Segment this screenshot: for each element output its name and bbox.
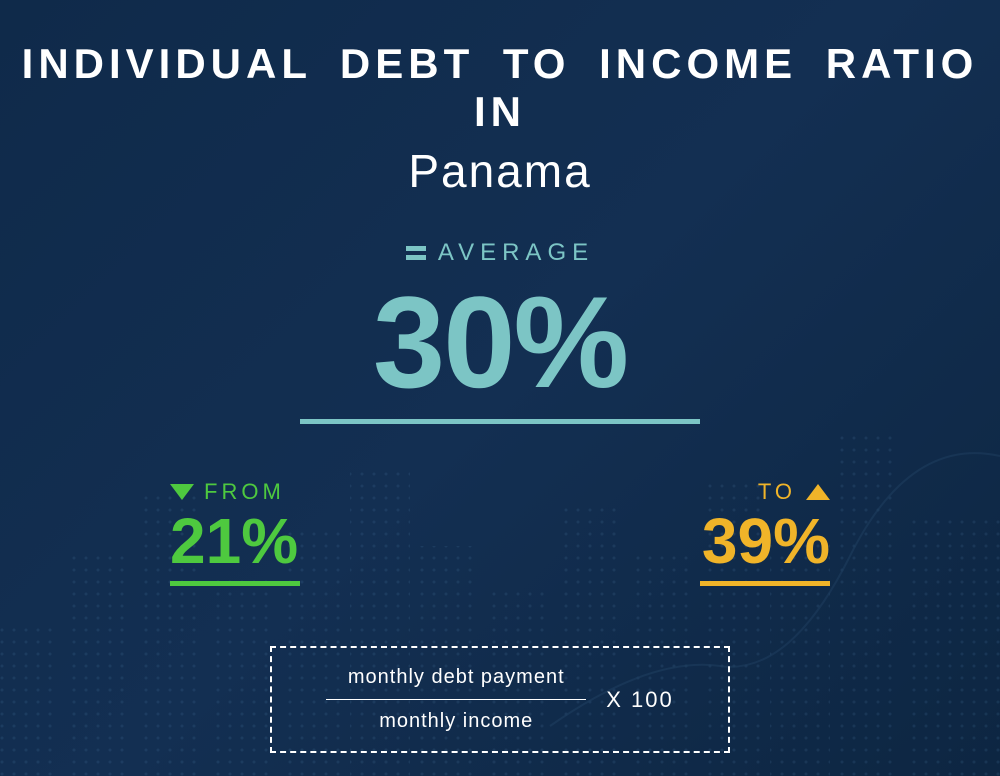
triangle-up-icon: [806, 484, 830, 500]
formula-multiplier: X 100: [606, 687, 674, 713]
from-value: 21%: [170, 509, 300, 573]
to-underline: [700, 581, 830, 586]
formula-divider: [326, 699, 586, 700]
from-block: FROM 21%: [170, 479, 300, 586]
equals-icon: [406, 246, 426, 260]
title-line-2: Panama: [0, 144, 1000, 198]
from-underline: [170, 581, 300, 586]
triangle-down-icon: [170, 484, 194, 500]
to-label: TO: [758, 479, 796, 505]
average-value: 30%: [0, 277, 1000, 407]
average-block: AVERAGE 30%: [0, 238, 1000, 424]
average-underline: [300, 419, 700, 424]
title-line-1: INDIVIDUAL DEBT TO INCOME RATIO IN: [0, 40, 1000, 136]
formula-denominator: monthly income: [379, 710, 533, 733]
formula-box: monthly debt payment monthly income X 10…: [270, 646, 730, 753]
formula-numerator: monthly debt payment: [348, 666, 565, 689]
to-value: 39%: [700, 509, 830, 573]
to-block: TO 39%: [700, 479, 830, 586]
from-label: FROM: [204, 479, 285, 505]
average-label: AVERAGE: [438, 239, 594, 267]
